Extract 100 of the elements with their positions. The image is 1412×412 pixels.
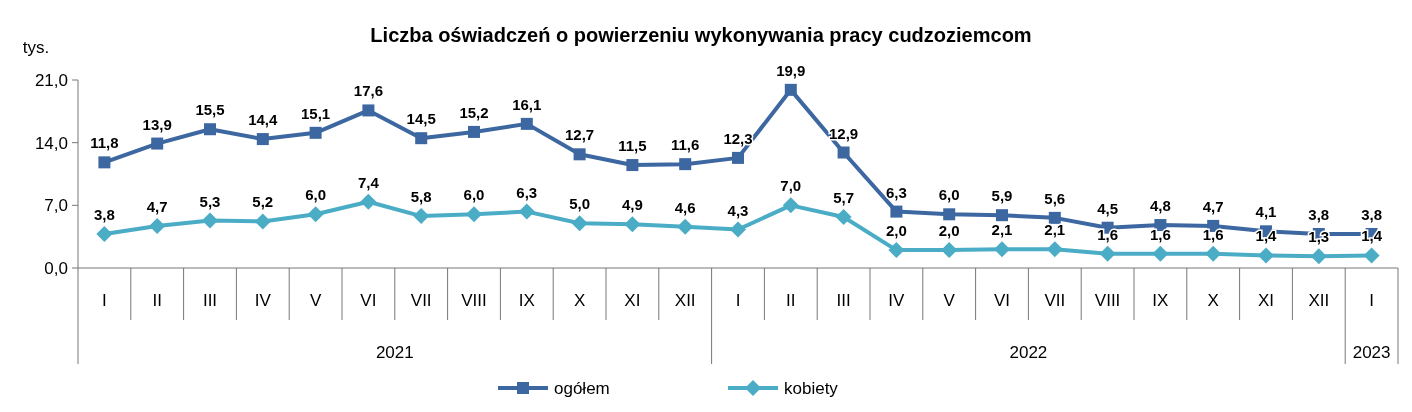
legend-label: ogółem: [554, 379, 610, 398]
data-label: 4,1: [1255, 203, 1277, 221]
x-tick-label: X: [1207, 291, 1219, 310]
data-label: 11,5: [618, 137, 647, 155]
y-tick-label: 14,0: [34, 133, 68, 153]
point: [1258, 247, 1274, 264]
data-label: 6,3: [516, 183, 538, 201]
text: 2022: [1009, 343, 1048, 362]
data-label: 6,0: [463, 186, 485, 204]
data-label: 5,6: [1044, 189, 1066, 207]
x-tick-label: VI: [360, 291, 377, 310]
data-label: 4,9: [621, 196, 643, 214]
x-tick-label: I: [1369, 291, 1374, 310]
point: [1048, 211, 1061, 224]
point: [1205, 245, 1222, 262]
data-label: 5,0: [569, 195, 591, 213]
data-label: 4,5: [1097, 199, 1119, 217]
point: [624, 216, 641, 233]
data-label: 4,7: [146, 197, 168, 215]
x-tick-label: V: [309, 291, 322, 310]
point: [520, 117, 533, 130]
data-label: 2,0: [885, 222, 907, 240]
x-tick-label: I: [735, 291, 741, 310]
data-label: 12,3: [723, 129, 753, 147]
point: [677, 218, 694, 235]
point: [360, 193, 377, 210]
x-tick-label: VI: [993, 291, 1011, 310]
data-label: 4,3: [727, 201, 749, 219]
y-tick-label: 7,0: [44, 196, 68, 216]
point: [571, 215, 588, 232]
data-label: 6,0: [305, 186, 327, 204]
data-label: 4,7: [1202, 197, 1224, 215]
x-tick-label: IX: [518, 291, 535, 310]
text: 2021: [375, 343, 414, 362]
point: [307, 206, 324, 223]
data-label: 19,9: [776, 61, 806, 79]
data-label: 12,9: [829, 124, 859, 142]
point: [837, 146, 850, 159]
point: [941, 242, 958, 259]
x-tick-label: III: [836, 291, 851, 310]
x-tick-label: III: [202, 291, 218, 310]
y-tick-label: 21,0: [34, 71, 68, 90]
point: [784, 83, 797, 96]
x-tick-label: XII: [1308, 291, 1330, 310]
point: [1152, 245, 1169, 262]
x-tick-label: I: [102, 291, 107, 310]
point: [151, 137, 164, 150]
x-tick-label: IX: [1152, 291, 1169, 310]
data-label: 14,4: [248, 111, 279, 129]
point: [96, 225, 113, 242]
point: [679, 158, 692, 171]
point: [782, 197, 799, 214]
x-tick-label: X: [573, 291, 586, 310]
x-tick-label: XI: [1257, 291, 1275, 310]
point: [254, 213, 271, 230]
point: [994, 241, 1010, 258]
data-label: 3,8: [93, 205, 115, 223]
point: [626, 159, 639, 172]
data-label: 12,7: [565, 126, 595, 144]
data-label: 7,4: [357, 173, 380, 191]
point: [890, 205, 903, 218]
point: [518, 203, 535, 220]
point: [835, 208, 852, 225]
point: [415, 132, 428, 145]
chart-title: Liczba oświadczeń o powierzeniu wykonywania pracy cudzoziemcom: [370, 24, 1032, 46]
x-tick-label: VIII: [461, 291, 487, 310]
data-label: 5,7: [833, 188, 855, 206]
data-label: 14,5: [406, 110, 436, 128]
data-label: 15,1: [301, 104, 331, 122]
x-tick-label: IV: [254, 291, 272, 310]
data-label: 5,9: [991, 187, 1013, 205]
data-label: 13,9: [142, 115, 172, 133]
y-axis-title: tys.: [22, 38, 50, 57]
point: [362, 104, 375, 117]
point: [1363, 247, 1380, 264]
point: [468, 125, 480, 138]
point: [1046, 241, 1063, 258]
x-tick-label: V: [943, 291, 956, 310]
y-tick-label: 0,0: [44, 259, 68, 278]
data-label: 11,8: [90, 134, 119, 152]
data-label: 2,1: [991, 221, 1013, 239]
data-label: 15,2: [459, 103, 489, 121]
data-label: 4,6: [674, 198, 696, 216]
data-label: 6,3: [885, 183, 907, 201]
point: [413, 208, 430, 225]
data-label: 4,8: [1149, 197, 1171, 215]
x-tick-label: VIII: [1094, 291, 1121, 310]
x-tick-label: II: [152, 291, 162, 310]
point: [1310, 248, 1327, 265]
data-label: 11,6: [671, 136, 700, 154]
point: [573, 148, 586, 161]
x-tick-label: VII: [410, 291, 432, 310]
x-tick-label: IV: [888, 291, 906, 310]
data-label: 5,2: [252, 193, 274, 211]
data-label: 3,8: [1308, 205, 1330, 223]
data-label: 5,8: [410, 188, 432, 206]
data-label: 7,0: [780, 177, 802, 195]
data-label: 15,5: [195, 101, 225, 119]
point: [202, 212, 218, 229]
point: [256, 133, 269, 146]
